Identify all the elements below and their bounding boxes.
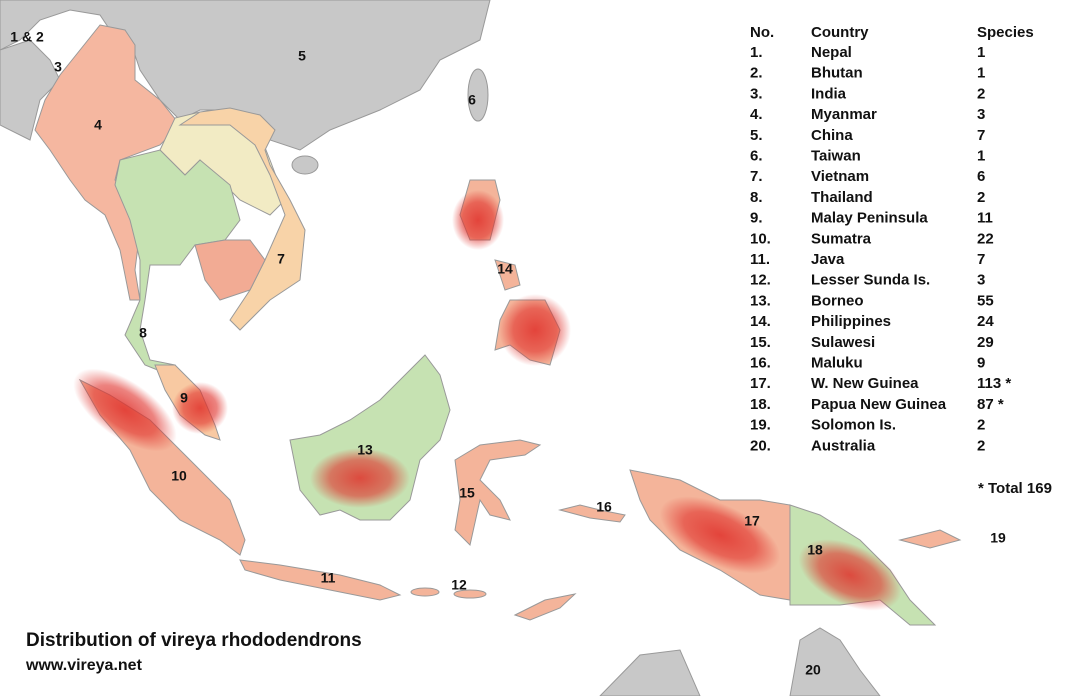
table-cell: 8. <box>750 189 763 206</box>
table-cell: 1 <box>977 44 985 61</box>
table-cell: Taiwan <box>811 147 861 164</box>
table-cell: Solomon Is. <box>811 417 896 434</box>
table-cell: 13. <box>750 292 771 309</box>
table-cell: 10. <box>750 230 771 247</box>
table-cell: Myanmar <box>811 106 877 123</box>
table-cell: 9 <box>977 354 985 371</box>
table-cell: Nepal <box>811 44 852 61</box>
table-cell: 1. <box>750 44 763 61</box>
table-cell: Sulawesi <box>811 334 875 351</box>
map-label: 17 <box>744 513 760 529</box>
table-cell: 16. <box>750 354 771 371</box>
table-cell: W. New Guinea <box>811 375 919 392</box>
table-cell: Philippines <box>811 313 891 330</box>
table-cell: 18. <box>750 396 771 413</box>
table-cell: 2 <box>977 85 985 102</box>
table-cell: Thailand <box>811 189 873 206</box>
land <box>0 0 962 696</box>
table-cell: Maluku <box>811 354 863 371</box>
table-cell: 113 * <box>977 375 1011 392</box>
table-cell: 4. <box>750 106 763 123</box>
table-cell: 17. <box>750 375 771 392</box>
map-labels: 1 & 2 3 4 5 6 7 8 9 10 11 12 13 14 15 16… <box>10 29 1006 678</box>
map-label: 19 <box>990 530 1006 546</box>
table-cell: Java <box>811 251 845 268</box>
map-title: Distribution of vireya rhododendrons <box>26 630 362 651</box>
map-label: 16 <box>596 499 612 515</box>
table-cell: 12. <box>750 272 771 289</box>
map-label: 1 & 2 <box>10 29 44 45</box>
map-label: 15 <box>459 485 475 501</box>
table-cell: Sumatra <box>811 230 872 247</box>
table-header: Country <box>811 24 869 41</box>
map-label: 4 <box>94 117 102 133</box>
table-cell: 14. <box>750 313 771 330</box>
table-cell: Bhutan <box>811 65 863 82</box>
table-header: Species <box>977 24 1034 41</box>
table-cell: Borneo <box>811 292 864 309</box>
table-cell: 3 <box>977 106 985 123</box>
map-label: 3 <box>54 59 62 75</box>
map-label: 7 <box>277 251 285 267</box>
table-cell: 7 <box>977 251 985 268</box>
table-cell: 22 <box>977 230 994 247</box>
table-cell: 20. <box>750 437 771 454</box>
table-cell: 19. <box>750 417 771 434</box>
table-cell: China <box>811 127 853 144</box>
map-label: 8 <box>139 325 147 341</box>
table-note: * Total 169 <box>978 480 1052 497</box>
table-cell: 29 <box>977 334 994 351</box>
table-cell: 1 <box>977 147 985 164</box>
map-label: 14 <box>497 261 513 277</box>
table-cell: 6. <box>750 147 763 164</box>
map-label: 12 <box>451 577 467 593</box>
table-cell: 2. <box>750 65 763 82</box>
map-label: 13 <box>357 442 373 458</box>
table-cell: 55 <box>977 292 994 309</box>
table-cell: 2 <box>977 417 985 434</box>
table-header: No. <box>750 24 774 41</box>
table-cell: 7. <box>750 168 763 185</box>
table-cell: 2 <box>977 437 985 454</box>
map-label: 9 <box>180 390 188 406</box>
map-label: 11 <box>321 570 336 586</box>
table-cell: Papua New Guinea <box>811 396 947 413</box>
map-label: 18 <box>807 542 823 558</box>
table-cell: 15. <box>750 334 771 351</box>
table-cell: 7 <box>977 127 985 144</box>
table-cell: 3. <box>750 85 763 102</box>
table-cell: Vietnam <box>811 168 869 185</box>
table-cell: Australia <box>811 437 876 454</box>
table-cell: Malay Peninsula <box>811 210 928 227</box>
species-table: No. Country Species * Total 169 1. Nepal 1… <box>750 24 1052 497</box>
map-label: 20 <box>805 662 821 678</box>
hotspots <box>73 190 902 611</box>
table-cell: 11 <box>977 210 993 227</box>
table-cell: 11. <box>750 251 770 268</box>
map-label: 6 <box>468 92 476 108</box>
table-cell: 24 <box>977 313 994 330</box>
table-cell: 5. <box>750 127 763 144</box>
table-cell: 2 <box>977 189 985 206</box>
table-cell: 3 <box>977 272 985 289</box>
table-cell: 6 <box>977 168 985 185</box>
map-label: 10 <box>171 468 187 484</box>
table-cell: 9. <box>750 210 763 227</box>
table-cell: 1 <box>977 65 985 82</box>
map-label: 5 <box>298 48 306 64</box>
map-url: www.vireya.net <box>25 657 143 674</box>
table-cell: India <box>811 85 847 102</box>
table-cell: Lesser Sunda Is. <box>811 272 930 289</box>
table-cell: 87 * <box>977 396 1004 413</box>
